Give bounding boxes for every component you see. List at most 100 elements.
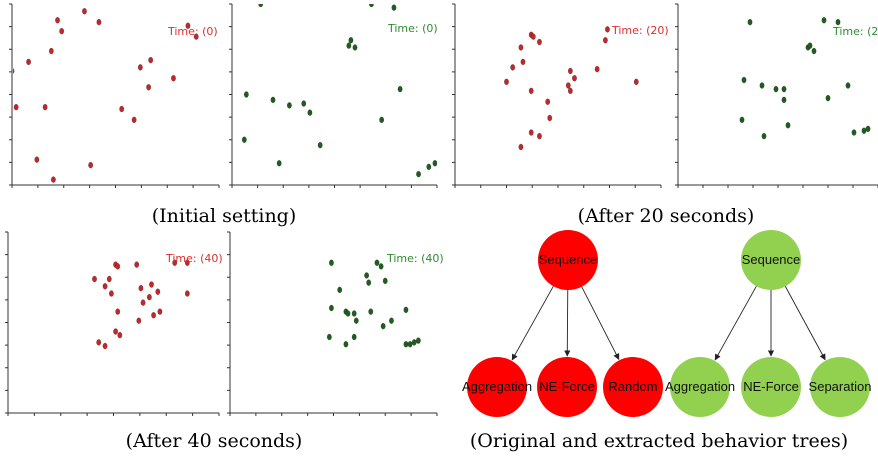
agent-point [243, 91, 249, 98]
time-label: Time: (20) [832, 25, 878, 38]
agent-point [811, 47, 817, 55]
root-node [538, 230, 598, 290]
child-node [467, 357, 527, 417]
tree-edge [511, 285, 554, 361]
child-node [810, 357, 870, 417]
agent-point [184, 290, 190, 297]
agent-point [148, 56, 154, 64]
agent-point [151, 312, 156, 319]
agent-point [115, 308, 121, 315]
agent-point [378, 263, 384, 270]
agent-point [82, 8, 87, 15]
time-label: Time: (0) [387, 22, 438, 35]
agent-point [537, 132, 542, 140]
agent-point [861, 127, 867, 134]
agent-point [567, 87, 573, 95]
child-node-label: Aggregation [665, 379, 735, 394]
agent-point [146, 84, 152, 91]
agent-point [157, 308, 163, 315]
agent-point [337, 286, 343, 294]
agent-point [781, 96, 787, 104]
agent-point [307, 109, 313, 116]
agent-point [407, 341, 413, 348]
time-label: Time: (0) [167, 25, 218, 38]
agent-point [26, 58, 31, 66]
child-node-label: Aggregation [462, 379, 532, 394]
agent-point [426, 163, 432, 171]
agent-point [155, 288, 161, 295]
agent-point [368, 308, 374, 315]
agent-point [528, 129, 534, 136]
root-node [741, 230, 801, 290]
time-label: Time: (40) [165, 252, 223, 265]
agent-point [379, 116, 385, 124]
scatter-panel-g0: Time: (0) [229, 3, 438, 188]
agent-point [317, 141, 323, 149]
agent-point [369, 4, 374, 8]
tree-edge [564, 289, 571, 357]
root-node-label: Sequence [539, 252, 598, 267]
agent-point [351, 310, 357, 317]
tree-edge [581, 286, 620, 360]
agent-point [741, 76, 747, 84]
scatter-panel-r40: Time: (40) [5, 231, 223, 416]
agent-point [34, 156, 40, 163]
agent-point [301, 100, 307, 107]
points-group [739, 17, 871, 140]
agent-point [119, 105, 125, 113]
agent-point [117, 331, 123, 339]
agent-point [343, 341, 349, 348]
agent-point [258, 4, 264, 8]
agent-point [825, 94, 831, 102]
agent-point [270, 96, 276, 104]
agent-point [348, 37, 354, 44]
points-group [326, 259, 421, 348]
agent-point [518, 143, 524, 151]
agent-point [530, 33, 536, 40]
agent-point [374, 259, 380, 266]
agent-point [352, 44, 358, 51]
agent-point [364, 272, 370, 279]
agent-point [172, 259, 178, 266]
agent-point [821, 17, 827, 24]
agent-point [773, 85, 779, 93]
agent-point [781, 85, 787, 93]
agent-point [567, 67, 573, 75]
agent-point [346, 42, 352, 49]
agent-point [397, 85, 403, 93]
agent-point [594, 65, 600, 73]
agent-point [547, 114, 553, 122]
agent-point [185, 22, 191, 29]
agent-point [131, 116, 137, 124]
agent-point [353, 317, 359, 324]
agent-point [747, 18, 753, 26]
points-group [13, 8, 199, 183]
caption-after-40: (After 40 seconds) [126, 430, 303, 452]
agent-point [326, 333, 332, 341]
agent-point [415, 337, 421, 344]
agent-point [537, 38, 542, 46]
agent-point [171, 75, 176, 82]
tree-edge [714, 285, 757, 361]
agent-point [761, 132, 767, 140]
agent-point [739, 116, 745, 124]
agent-point [184, 259, 190, 266]
agent-point [807, 42, 813, 49]
agent-point [96, 18, 102, 26]
agent-point [88, 161, 94, 169]
agent-point [286, 102, 292, 109]
child-node-label: Separation [809, 379, 872, 394]
agent-point [134, 261, 140, 268]
scatter-panel-g20: Time: (20) [675, 3, 878, 188]
time-label: Time: (40) [386, 252, 444, 265]
agent-point [102, 283, 108, 290]
caption-after-20: (After 20 seconds) [578, 205, 755, 227]
agent-point [851, 129, 857, 136]
agent-point [55, 17, 60, 24]
agent-point [108, 290, 114, 297]
agent-point [528, 87, 534, 95]
agent-point [51, 176, 56, 183]
agent-point [329, 304, 334, 312]
